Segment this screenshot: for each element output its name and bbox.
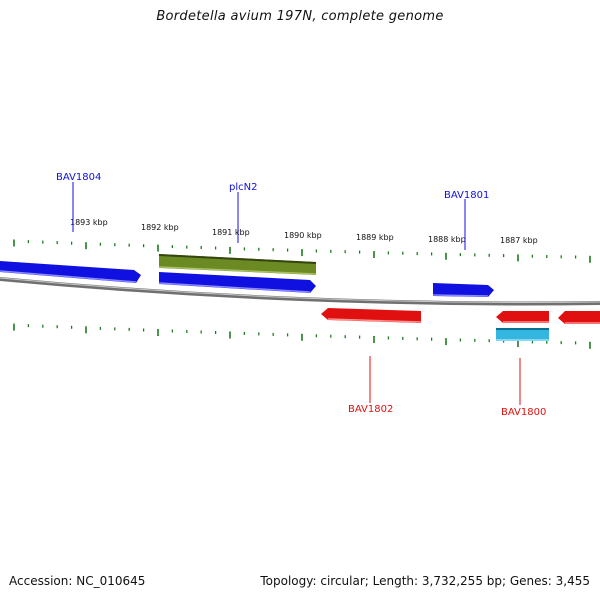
gene-BAV1804[interactable]	[0, 261, 141, 283]
accession-label: Accession: NC_010645	[9, 574, 146, 588]
gene-plcN2-cds[interactable]	[158, 272, 316, 293]
genome-backbone	[0, 277, 600, 306]
tick-label-1890: 1890 kbp	[284, 231, 322, 240]
gene-plcN2[interactable]	[158, 254, 317, 275]
gene-BAV1800-feature[interactable]	[496, 328, 549, 341]
gene-label-BAV1801[interactable]: BAV1801	[444, 190, 489, 201]
outer-ruler	[13, 239, 591, 263]
genome-title: Bordetella avium 197N, complete genome	[156, 9, 444, 24]
gene-BAV1801[interactable]	[432, 283, 494, 297]
gene-BAV1802[interactable]	[321, 308, 422, 323]
gene-label-BAV1802[interactable]: BAV1802	[348, 404, 393, 415]
tick-label-1889: 1889 kbp	[356, 233, 394, 242]
tick-label-1887: 1887 kbp	[500, 236, 538, 245]
tick-label-1888: 1888 kbp	[428, 235, 466, 244]
gene-label-plcN2[interactable]: plcN2	[229, 182, 257, 193]
inner-ruler	[13, 323, 591, 349]
gene-label-BAV1804[interactable]: BAV1804	[56, 172, 101, 183]
genome-summary: Topology: circular; Length: 3,732,255 bp…	[260, 574, 590, 588]
gene-BAV1800[interactable]	[496, 311, 549, 323]
genome-backbone-highlight	[0, 277, 600, 303]
tick-label-1893: 1893 kbp	[70, 218, 108, 227]
gene-label-BAV1800[interactable]: BAV1800	[501, 407, 546, 418]
tick-label-1891: 1891 kbp	[212, 228, 250, 237]
gene-next-reverse[interactable]	[558, 311, 600, 324]
tick-label-1892: 1892 kbp	[141, 223, 179, 232]
